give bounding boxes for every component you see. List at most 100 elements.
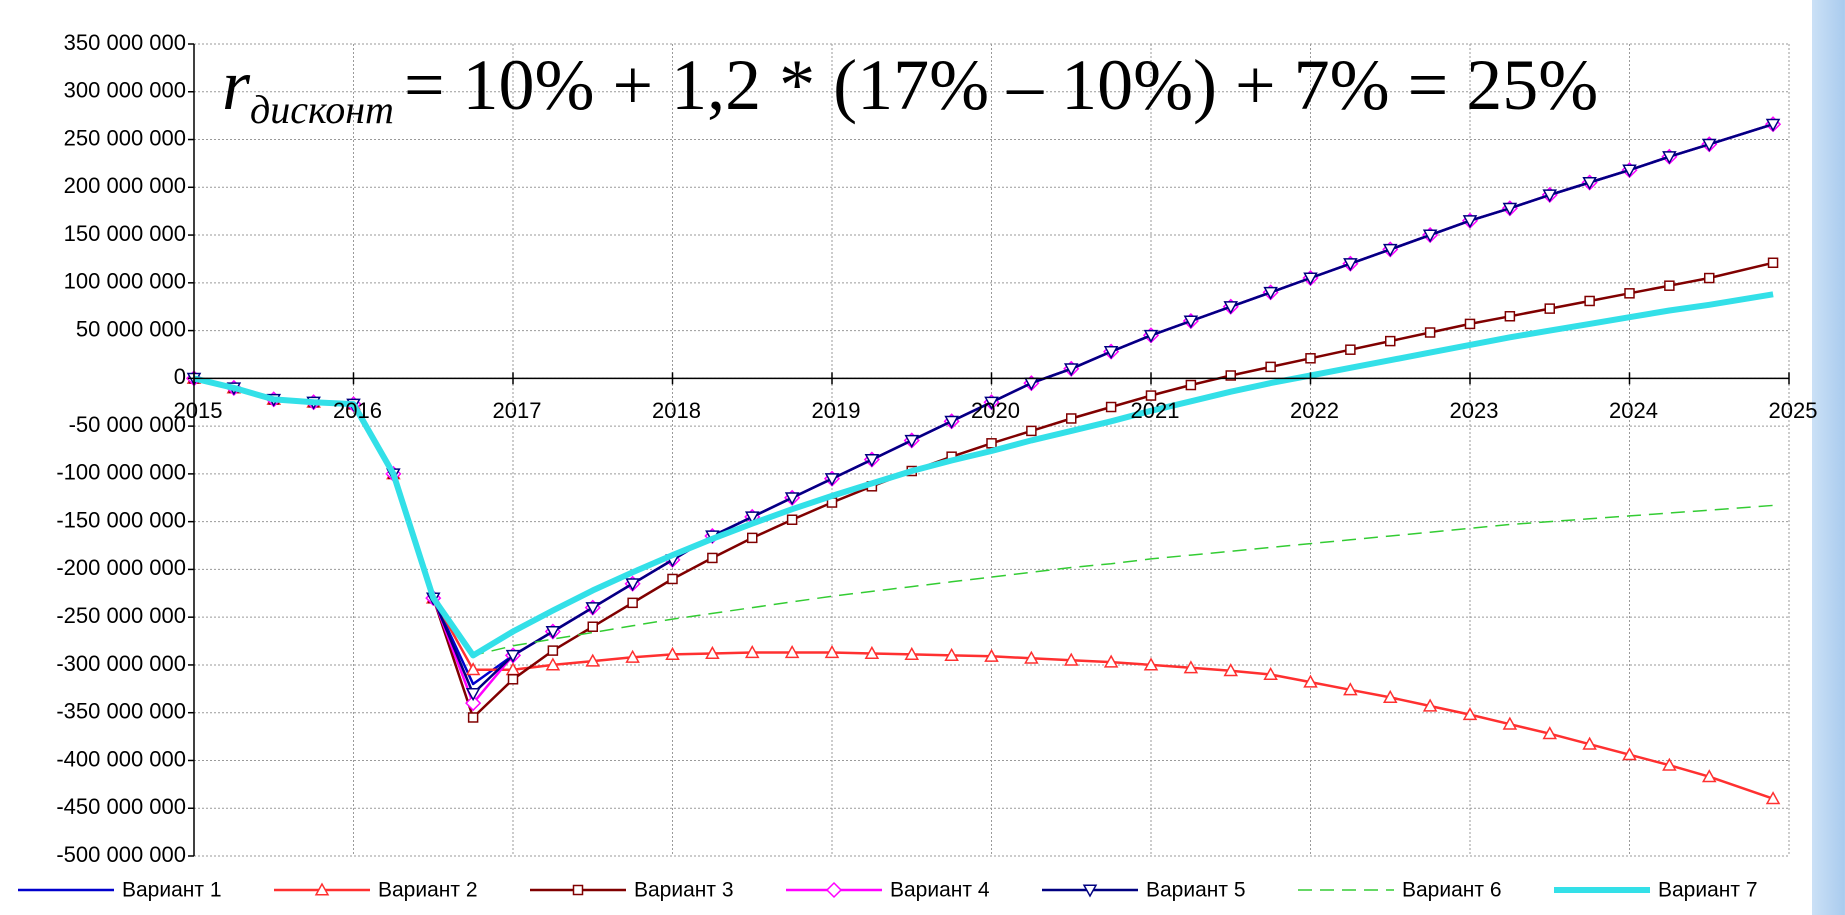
grid — [193, 43, 1790, 857]
x-tick-label: 2020 — [971, 398, 1020, 423]
legend-label: Вариант 3 — [634, 879, 734, 902]
marker — [1701, 138, 1717, 152]
marker — [1345, 344, 1356, 355]
marker — [1542, 726, 1558, 740]
marker — [1622, 164, 1637, 178]
formula: rдисконт = 10% + 1,2 * (17% – 10%) + 7% =… — [222, 45, 1598, 133]
x-tick-label: 2024 — [1609, 398, 1658, 423]
marker — [465, 662, 481, 676]
marker — [1767, 257, 1779, 269]
x-tick-label: 2019 — [812, 398, 861, 423]
marker — [744, 644, 760, 659]
marker — [587, 621, 598, 632]
x-tick-label: 2018 — [652, 398, 701, 423]
x-tick-label: 2015 — [174, 398, 223, 423]
marker — [667, 573, 678, 585]
y-tick-label: 350 000 000 — [64, 30, 186, 55]
y-tick-label: 50 000 000 — [76, 316, 186, 341]
marker — [1422, 698, 1438, 712]
x-tick-label: 2016 — [333, 398, 382, 423]
y-tick-label: -500 000 000 — [56, 842, 186, 867]
marker — [1462, 215, 1478, 229]
legend: Вариант 1 Вариант 2 Вариант 3 Вариант 4 Вари… — [18, 879, 1758, 902]
marker — [984, 648, 999, 662]
y-tick-label: -350 000 000 — [56, 699, 186, 724]
marker — [1765, 791, 1781, 805]
marker — [705, 645, 720, 660]
marker — [1143, 657, 1159, 671]
marker — [625, 649, 640, 663]
legend-label: Вариант 1 — [122, 879, 222, 902]
y-tick-label: 150 000 000 — [64, 221, 186, 246]
y-tick-label: -450 000 000 — [56, 794, 186, 819]
marker — [1183, 660, 1199, 674]
marker — [904, 434, 920, 448]
marker — [1464, 318, 1476, 330]
marker — [864, 645, 880, 660]
marker — [1624, 288, 1635, 299]
series-line — [193, 377, 1774, 800]
x-tick-label: 2021 — [1131, 398, 1180, 423]
marker — [1582, 176, 1597, 191]
legend-marker — [825, 881, 843, 899]
formula-text: = 10% + 1,2 * (17% – 10%) + 7% = 25% — [404, 45, 1598, 125]
x-tick-label: 2025 — [1769, 398, 1818, 423]
marker — [627, 597, 638, 609]
marker — [824, 644, 840, 659]
formula-subscript: дисконт — [250, 87, 394, 132]
marker — [1504, 311, 1516, 322]
x-tick-label: 2022 — [1290, 398, 1339, 423]
marker — [1662, 757, 1677, 771]
marker — [1704, 272, 1715, 284]
marker — [1701, 769, 1717, 783]
y-tick-label: 200 000 000 — [64, 173, 186, 198]
x-tick-label: 2017 — [493, 398, 542, 423]
y-tick-label: -250 000 000 — [56, 603, 186, 628]
marker — [784, 644, 800, 659]
marker — [1622, 747, 1637, 761]
marker — [1662, 151, 1677, 165]
marker — [1422, 229, 1438, 243]
y-tick-label: -150 000 000 — [56, 507, 186, 532]
legend-label: Вариант 7 — [1658, 879, 1758, 902]
legend-marker — [1082, 884, 1098, 898]
series-line — [193, 123, 1774, 695]
legend-label: Вариант 6 — [1402, 879, 1502, 902]
marker — [585, 653, 601, 667]
marker — [1063, 652, 1079, 666]
marker — [904, 646, 920, 660]
marker — [1385, 335, 1396, 347]
marker — [467, 712, 479, 723]
marker — [1382, 243, 1398, 257]
marker — [1024, 650, 1039, 664]
marker — [1424, 327, 1436, 338]
marker — [505, 649, 521, 663]
marker — [1265, 361, 1276, 373]
marker — [585, 602, 601, 616]
marker — [1544, 303, 1555, 314]
legend-label: Вариант 4 — [890, 879, 990, 902]
axes: 350 000 000 300 000 000 250 000 000 200 000… — [56, 30, 1817, 867]
marker — [1223, 663, 1239, 677]
marker — [1143, 329, 1159, 343]
marker — [744, 511, 760, 525]
y-tick-label: -100 000 000 — [56, 460, 186, 485]
y-tick-label: 250 000 000 — [64, 125, 186, 150]
marker — [1582, 736, 1597, 750]
marker — [465, 688, 481, 702]
marker — [1103, 654, 1119, 668]
marker — [784, 492, 800, 506]
marker — [1303, 272, 1318, 286]
marker — [1502, 202, 1518, 216]
marker — [465, 695, 482, 712]
marker — [1263, 666, 1278, 681]
marker — [1664, 280, 1675, 291]
marker — [944, 415, 959, 429]
marker — [1183, 315, 1199, 329]
marker — [1542, 189, 1558, 203]
marker — [1223, 301, 1239, 315]
series-line — [193, 261, 1774, 719]
marker — [984, 396, 999, 410]
